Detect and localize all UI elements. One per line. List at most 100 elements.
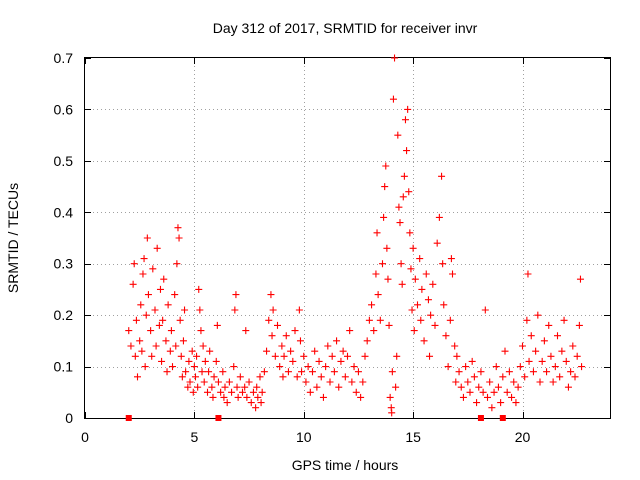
data-point (134, 373, 141, 381)
data-point (155, 321, 163, 329)
data-point (440, 301, 448, 309)
data-point (373, 229, 381, 237)
data-point (284, 368, 292, 376)
data-point (268, 332, 276, 340)
data-point (257, 399, 265, 407)
data-point (372, 270, 380, 278)
data-point (384, 275, 392, 283)
data-point (225, 378, 233, 386)
data-point (167, 327, 175, 335)
data-point (213, 321, 221, 329)
data-point (350, 363, 358, 371)
data-point (326, 378, 334, 386)
data-point (473, 399, 481, 407)
data-point (505, 368, 513, 376)
data-point (433, 239, 441, 247)
data-point (523, 316, 531, 324)
data-point (319, 393, 327, 401)
data-point (525, 357, 533, 365)
data-point (532, 347, 540, 355)
data-point (243, 393, 251, 401)
data-point (228, 388, 236, 396)
data-point (380, 213, 388, 221)
data-point (494, 383, 502, 391)
data-point (562, 357, 570, 365)
data-point (370, 327, 378, 335)
data-point (348, 378, 356, 386)
data-point (313, 383, 321, 391)
data-point (219, 368, 227, 376)
data-point (575, 321, 583, 329)
data-point (253, 383, 261, 391)
data-point (449, 270, 456, 278)
data-point (127, 342, 135, 350)
data-point (137, 301, 145, 309)
data-point (488, 404, 496, 412)
gap-marker (125, 415, 132, 421)
data-point (152, 342, 160, 350)
data-point (256, 373, 264, 381)
data-point (431, 321, 439, 329)
data-point (258, 388, 266, 396)
data-point (510, 378, 518, 386)
y-tick-label: 0.7 (54, 50, 74, 66)
data-point (457, 383, 465, 391)
data-point (233, 383, 241, 391)
data-point (578, 363, 586, 371)
data-point (287, 347, 295, 355)
data-point (254, 393, 262, 401)
data-point (429, 280, 437, 288)
data-point (560, 316, 568, 324)
x-tick-labels: 0 5 10 15 20 (81, 429, 530, 445)
data-point (201, 357, 209, 365)
data-point (214, 378, 222, 386)
data-point (417, 316, 425, 324)
data-point (385, 321, 393, 329)
data-point (223, 399, 231, 407)
data-point (132, 316, 140, 324)
data-point (569, 342, 577, 350)
data-point (317, 373, 325, 381)
y-tick-label: 0.1 (54, 359, 74, 375)
data-point (397, 260, 405, 268)
data-point (159, 316, 167, 324)
data-point (576, 275, 584, 283)
x-tick-label: 15 (405, 429, 421, 445)
data-point (206, 347, 214, 355)
data-point (220, 393, 228, 401)
data-points (125, 54, 586, 421)
x-tick-label: 5 (190, 429, 198, 445)
data-point (442, 332, 450, 340)
data-point (236, 373, 244, 381)
data-point (172, 342, 180, 350)
data-point (337, 357, 345, 365)
data-point (189, 388, 197, 396)
data-point (193, 352, 201, 360)
data-point (558, 347, 566, 355)
data-point (190, 363, 198, 371)
data-point (291, 327, 299, 335)
data-point (341, 373, 349, 381)
data-point (197, 327, 205, 335)
data-point (383, 244, 391, 252)
y-tick-label: 0.6 (54, 101, 74, 117)
data-point (361, 352, 369, 360)
y-tick-label: 0 (65, 410, 73, 426)
gap-marker (477, 415, 484, 421)
data-point (363, 337, 371, 345)
data-point (398, 280, 406, 288)
data-point (160, 275, 168, 283)
data-point (138, 347, 146, 355)
data-point (564, 383, 572, 391)
data-point (149, 265, 157, 273)
data-point (269, 306, 277, 314)
data-point (545, 321, 553, 329)
x-tick-label: 20 (515, 429, 531, 445)
data-point (452, 378, 460, 386)
data-point (549, 378, 557, 386)
y-tick-labels: 0 0.1 0.2 0.3 0.4 0.5 0.6 0.7 (54, 50, 74, 426)
data-point (497, 399, 505, 407)
data-point (328, 352, 336, 360)
data-point (420, 337, 428, 345)
